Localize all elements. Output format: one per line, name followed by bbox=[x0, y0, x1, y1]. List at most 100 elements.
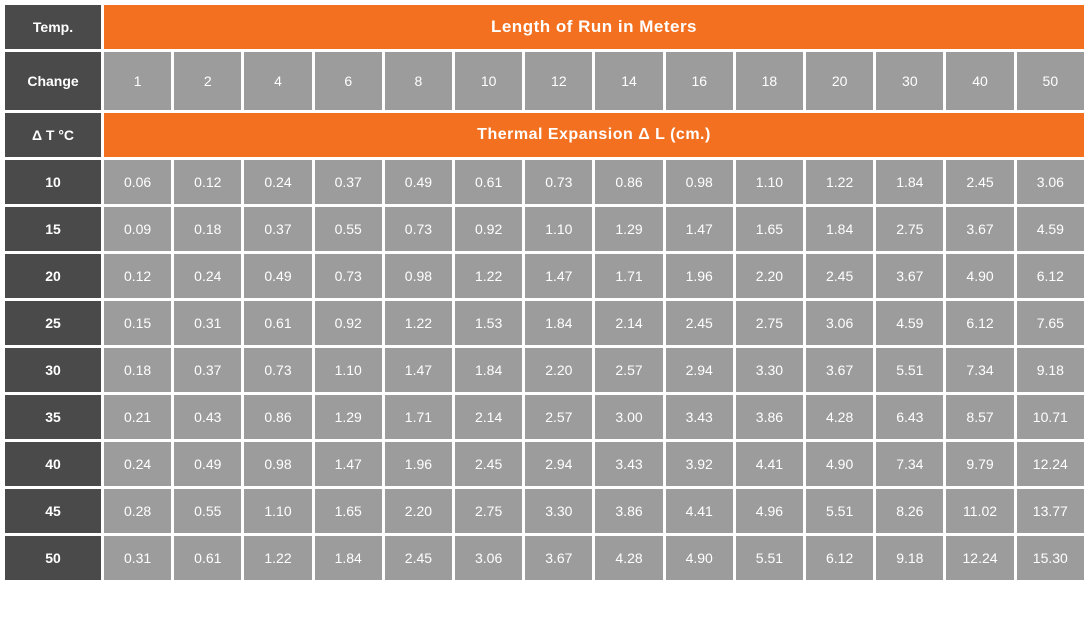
row-temp-label: 50 bbox=[5, 536, 101, 580]
data-cell: 4.41 bbox=[736, 442, 803, 486]
row-temp-label: 25 bbox=[5, 301, 101, 345]
data-cell: 0.49 bbox=[174, 442, 241, 486]
data-cell: 4.90 bbox=[806, 442, 873, 486]
data-cell: 1.96 bbox=[385, 442, 452, 486]
data-cell: 1.29 bbox=[315, 395, 382, 439]
data-cell: 1.47 bbox=[666, 207, 733, 251]
data-cell: 2.75 bbox=[455, 489, 522, 533]
data-cell: 0.24 bbox=[244, 160, 311, 204]
col-header-length: 4 bbox=[244, 52, 311, 110]
data-cell: 1.65 bbox=[736, 207, 803, 251]
data-cell: 1.84 bbox=[525, 301, 592, 345]
data-cell: 1.10 bbox=[315, 348, 382, 392]
data-cell: 1.65 bbox=[315, 489, 382, 533]
row-temp-label: 15 bbox=[5, 207, 101, 251]
data-cell: 4.90 bbox=[666, 536, 733, 580]
data-cell: 2.57 bbox=[525, 395, 592, 439]
col-header-length: 14 bbox=[595, 52, 662, 110]
data-cell: 0.12 bbox=[104, 254, 171, 298]
data-cell: 8.26 bbox=[876, 489, 943, 533]
data-cell: 0.73 bbox=[525, 160, 592, 204]
col-header-length: 20 bbox=[806, 52, 873, 110]
data-cell: 0.92 bbox=[455, 207, 522, 251]
data-cell: 1.53 bbox=[455, 301, 522, 345]
data-cell: 2.20 bbox=[525, 348, 592, 392]
data-cell: 6.12 bbox=[806, 536, 873, 580]
data-cell: 1.96 bbox=[666, 254, 733, 298]
col-header-length: 8 bbox=[385, 52, 452, 110]
data-cell: 10.71 bbox=[1017, 395, 1084, 439]
data-cell: 0.61 bbox=[244, 301, 311, 345]
data-cell: 2.45 bbox=[455, 442, 522, 486]
data-cell: 5.51 bbox=[876, 348, 943, 392]
data-cell: 9.18 bbox=[876, 536, 943, 580]
banner-length: Length of Run in Meters bbox=[104, 5, 1084, 49]
data-cell: 1.22 bbox=[806, 160, 873, 204]
data-cell: 15.30 bbox=[1017, 536, 1084, 580]
data-cell: 2.20 bbox=[736, 254, 803, 298]
data-cell: 5.51 bbox=[806, 489, 873, 533]
data-cell: 3.06 bbox=[806, 301, 873, 345]
data-cell: 0.31 bbox=[104, 536, 171, 580]
data-cell: 0.15 bbox=[104, 301, 171, 345]
data-cell: 1.47 bbox=[315, 442, 382, 486]
row-header-delta-t: Δ T °C bbox=[5, 113, 101, 157]
data-cell: 0.55 bbox=[174, 489, 241, 533]
data-cell: 0.18 bbox=[174, 207, 241, 251]
data-cell: 3.00 bbox=[595, 395, 662, 439]
data-cell: 0.37 bbox=[174, 348, 241, 392]
data-cell: 0.49 bbox=[244, 254, 311, 298]
thermal-expansion-table: Temp.Length of Run in MetersChange124681… bbox=[2, 2, 1087, 583]
row-temp-label: 10 bbox=[5, 160, 101, 204]
data-cell: 0.06 bbox=[104, 160, 171, 204]
data-cell: 0.98 bbox=[666, 160, 733, 204]
data-cell: 7.34 bbox=[946, 348, 1013, 392]
data-cell: 0.86 bbox=[595, 160, 662, 204]
data-cell: 7.65 bbox=[1017, 301, 1084, 345]
data-cell: 0.61 bbox=[455, 160, 522, 204]
data-cell: 3.30 bbox=[736, 348, 803, 392]
data-cell: 0.12 bbox=[174, 160, 241, 204]
col-header-length: 2 bbox=[174, 52, 241, 110]
row-header-change: Change bbox=[5, 52, 101, 110]
data-cell: 4.90 bbox=[946, 254, 1013, 298]
data-cell: 1.10 bbox=[736, 160, 803, 204]
data-cell: 2.20 bbox=[385, 489, 452, 533]
col-header-length: 16 bbox=[666, 52, 733, 110]
data-cell: 0.37 bbox=[244, 207, 311, 251]
data-cell: 3.92 bbox=[666, 442, 733, 486]
data-cell: 1.71 bbox=[595, 254, 662, 298]
data-cell: 12.24 bbox=[946, 536, 1013, 580]
data-cell: 1.10 bbox=[244, 489, 311, 533]
data-cell: 2.45 bbox=[806, 254, 873, 298]
data-cell: 9.18 bbox=[1017, 348, 1084, 392]
data-cell: 1.47 bbox=[385, 348, 452, 392]
data-cell: 1.29 bbox=[595, 207, 662, 251]
col-header-length: 1 bbox=[104, 52, 171, 110]
data-cell: 1.84 bbox=[455, 348, 522, 392]
data-cell: 4.41 bbox=[666, 489, 733, 533]
row-header-temp: Temp. bbox=[5, 5, 101, 49]
data-cell: 2.45 bbox=[946, 160, 1013, 204]
row-temp-label: 20 bbox=[5, 254, 101, 298]
col-header-length: 40 bbox=[946, 52, 1013, 110]
banner-expansion: Thermal Expansion Δ L (cm.) bbox=[104, 113, 1084, 157]
data-cell: 3.67 bbox=[946, 207, 1013, 251]
row-temp-label: 40 bbox=[5, 442, 101, 486]
data-cell: 1.84 bbox=[315, 536, 382, 580]
data-cell: 1.10 bbox=[525, 207, 592, 251]
data-cell: 8.57 bbox=[946, 395, 1013, 439]
row-temp-label: 45 bbox=[5, 489, 101, 533]
col-header-length: 12 bbox=[525, 52, 592, 110]
data-cell: 0.92 bbox=[315, 301, 382, 345]
data-cell: 0.86 bbox=[244, 395, 311, 439]
data-cell: 0.37 bbox=[315, 160, 382, 204]
data-cell: 1.22 bbox=[244, 536, 311, 580]
data-cell: 6.12 bbox=[1017, 254, 1084, 298]
data-cell: 2.94 bbox=[525, 442, 592, 486]
data-cell: 1.47 bbox=[525, 254, 592, 298]
data-cell: 0.24 bbox=[174, 254, 241, 298]
data-cell: 0.98 bbox=[244, 442, 311, 486]
data-cell: 0.31 bbox=[174, 301, 241, 345]
data-cell: 0.21 bbox=[104, 395, 171, 439]
